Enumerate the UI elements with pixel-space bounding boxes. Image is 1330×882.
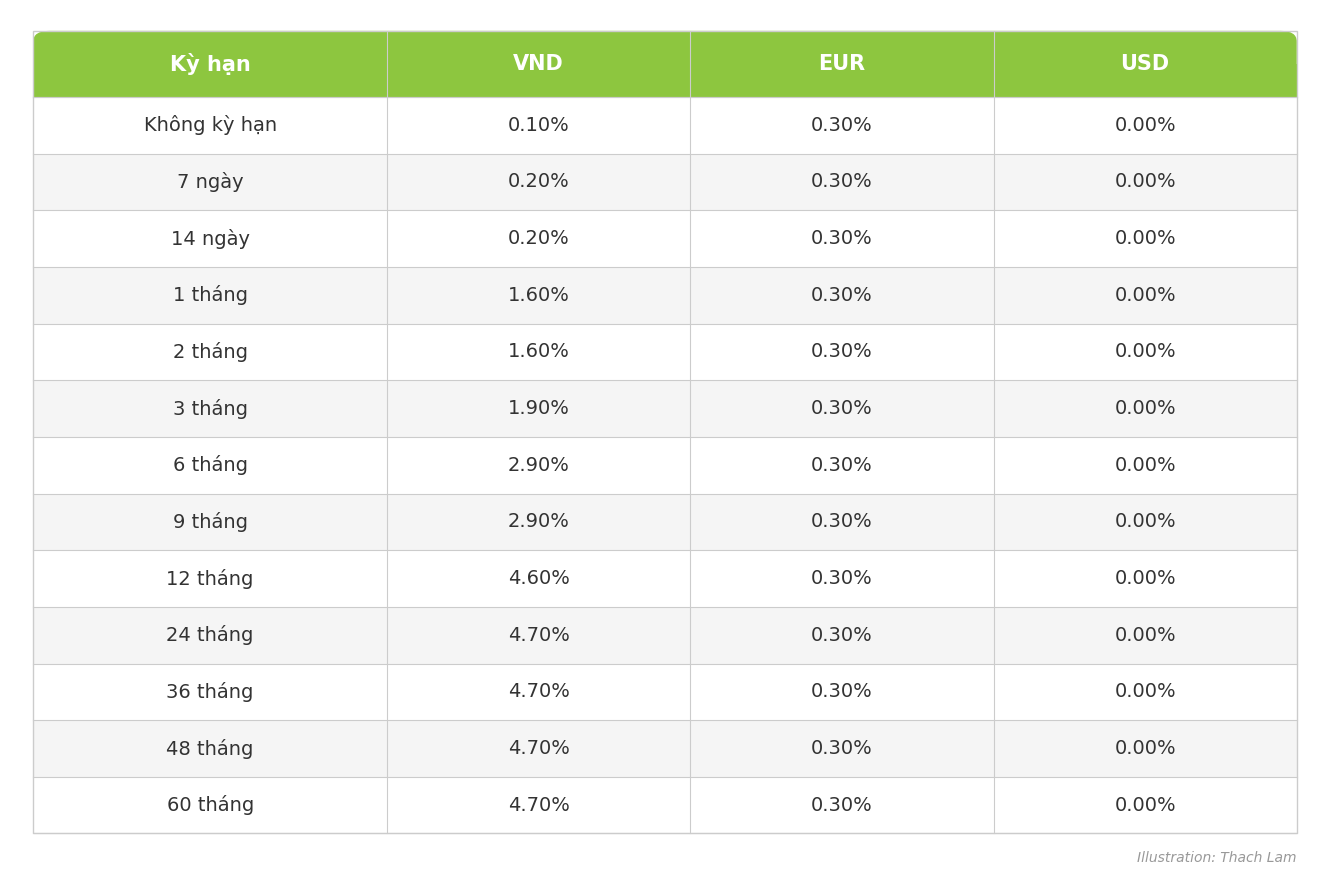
Text: 2.90%: 2.90% [508,512,569,532]
Bar [33,777,1297,833]
Bar [33,153,1297,210]
Text: 60 tháng: 60 tháng [166,796,254,815]
Text: 0.00%: 0.00% [1115,683,1176,701]
Text: 0.20%: 0.20% [508,229,569,248]
Bar [33,494,1297,550]
Text: 4.70%: 4.70% [508,739,569,758]
Text: 0.30%: 0.30% [811,683,872,701]
Bar [33,663,1297,721]
Bar [33,380,1297,437]
Text: 0.30%: 0.30% [811,173,872,191]
Text: Illustration: Thach Lam: Illustration: Thach Lam [1137,851,1297,865]
Text: 0.30%: 0.30% [811,342,872,362]
Text: 14 ngày: 14 ngày [170,228,250,249]
Text: 0.30%: 0.30% [811,796,872,815]
Text: 2.90%: 2.90% [508,456,569,475]
Bar [33,324,1297,380]
Text: Không kỳ hạn: Không kỳ hạn [144,116,277,135]
Text: Kỳ hạn: Kỳ hạn [170,53,250,75]
Text: 2 tháng: 2 tháng [173,342,247,362]
Text: 0.30%: 0.30% [811,569,872,588]
Bar [33,64,1297,97]
Text: 4.70%: 4.70% [508,625,569,645]
Text: 4.70%: 4.70% [508,683,569,701]
Text: 0.00%: 0.00% [1115,116,1176,135]
FancyBboxPatch shape [33,31,1297,97]
Bar [33,721,1297,777]
Text: 1 tháng: 1 tháng [173,285,247,305]
Bar [33,550,1297,607]
Text: 3 tháng: 3 tháng [173,399,247,419]
Text: 0.00%: 0.00% [1115,286,1176,305]
Text: 7 ngày: 7 ngày [177,172,243,192]
Text: 4.60%: 4.60% [508,569,569,588]
Text: EUR: EUR [818,54,866,74]
Text: 0.00%: 0.00% [1115,569,1176,588]
Text: VND: VND [513,54,564,74]
Text: 0.00%: 0.00% [1115,229,1176,248]
Bar [33,437,1297,494]
Text: 0.30%: 0.30% [811,229,872,248]
Text: 0.00%: 0.00% [1115,456,1176,475]
Text: 0.30%: 0.30% [811,625,872,645]
Text: 0.00%: 0.00% [1115,739,1176,758]
Text: 0.00%: 0.00% [1115,512,1176,532]
Text: 12 tháng: 12 tháng [166,569,254,588]
Text: 9 tháng: 9 tháng [173,512,247,532]
Text: 24 tháng: 24 tháng [166,625,254,646]
Bar [33,607,1297,663]
Text: 0.30%: 0.30% [811,286,872,305]
Text: 0.30%: 0.30% [811,512,872,532]
Bar [33,97,1297,153]
Text: USD: USD [1121,54,1169,74]
Text: 0.30%: 0.30% [811,116,872,135]
Text: 0.30%: 0.30% [811,399,872,418]
Text: 0.00%: 0.00% [1115,173,1176,191]
Text: 0.30%: 0.30% [811,739,872,758]
Text: 0.00%: 0.00% [1115,342,1176,362]
Text: 0.10%: 0.10% [508,116,569,135]
Text: 0.00%: 0.00% [1115,796,1176,815]
Bar [33,210,1297,267]
Text: 1.60%: 1.60% [508,342,569,362]
Text: 36 tháng: 36 tháng [166,682,254,702]
Text: 6 tháng: 6 tháng [173,455,247,475]
Text: 1.90%: 1.90% [508,399,569,418]
Text: 0.00%: 0.00% [1115,625,1176,645]
Text: 0.30%: 0.30% [811,456,872,475]
Text: 1.60%: 1.60% [508,286,569,305]
Text: 4.70%: 4.70% [508,796,569,815]
Text: 0.20%: 0.20% [508,173,569,191]
Text: 0.00%: 0.00% [1115,399,1176,418]
Text: 48 tháng: 48 tháng [166,738,254,759]
Bar [33,267,1297,324]
